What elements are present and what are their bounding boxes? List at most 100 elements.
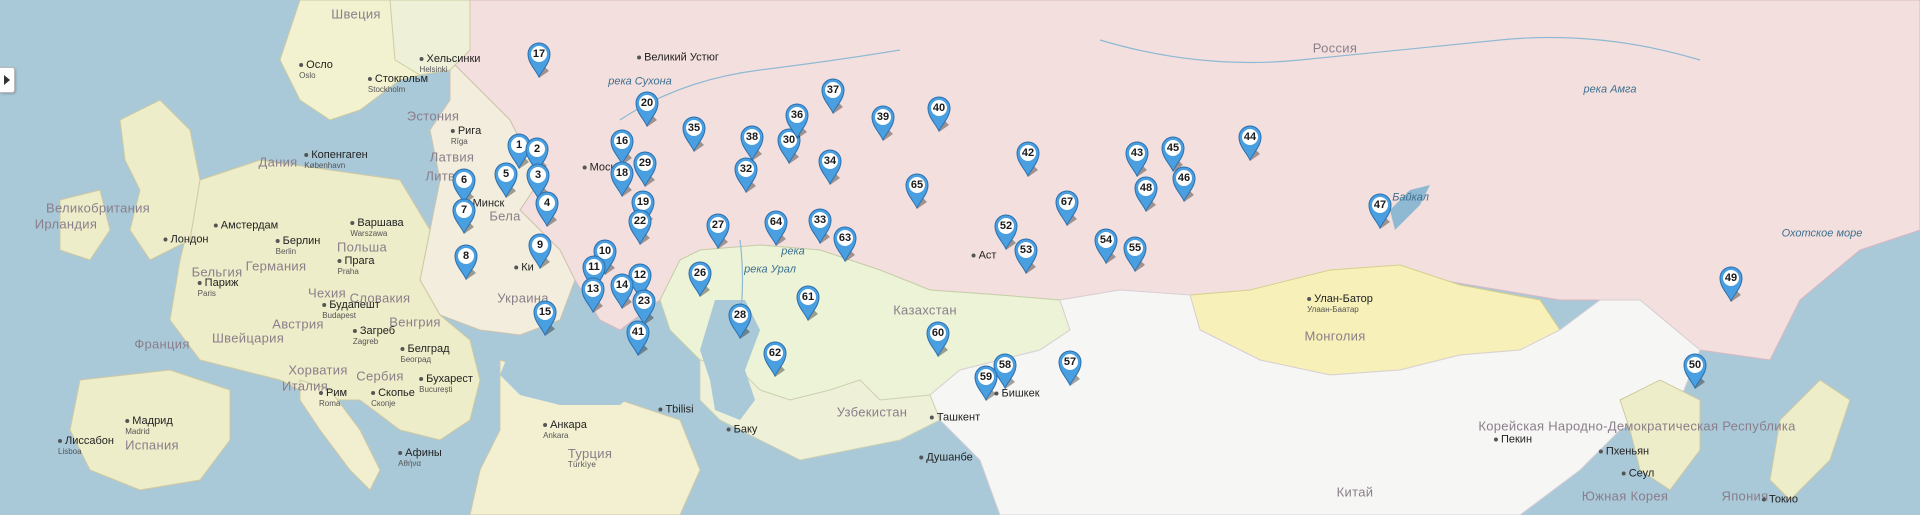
city-label-beijing[interactable]: Пекин xyxy=(1493,434,1532,446)
map-marker-15[interactable]: 15 xyxy=(531,299,559,337)
map-marker-67[interactable]: 67 xyxy=(1053,189,1081,227)
map-marker-20[interactable]: 20 xyxy=(633,90,661,128)
map-marker-55[interactable]: 55 xyxy=(1121,235,1149,273)
map-marker-33[interactable]: 33 xyxy=(806,207,834,245)
city-label-skopje[interactable]: Скопье Скопје xyxy=(371,388,415,408)
map-marker-43[interactable]: 43 xyxy=(1123,140,1151,178)
map-marker-64[interactable]: 64 xyxy=(762,209,790,247)
map-marker-39[interactable]: 39 xyxy=(869,104,897,142)
marker-number: 46 xyxy=(1177,172,1191,184)
city-label-madrid[interactable]: Мадрид Madrid xyxy=(125,416,173,436)
city-dot xyxy=(1621,471,1626,476)
map-marker-58[interactable]: 58 xyxy=(991,352,1019,390)
city-label-bishkek[interactable]: Бишкек xyxy=(994,388,1040,400)
map-marker-54[interactable]: 54 xyxy=(1092,227,1120,265)
map-marker-35[interactable]: 35 xyxy=(680,115,708,153)
map-marker-28[interactable]: 28 xyxy=(726,302,754,340)
map-marker-41[interactable]: 41 xyxy=(624,319,652,357)
city-label-bucharest[interactable]: Бухарест București xyxy=(419,374,473,394)
map-marker-16[interactable]: 16 xyxy=(608,128,636,166)
city-label-tashkent[interactable]: Ташкент xyxy=(929,412,980,424)
city-name: Великий Устюг xyxy=(644,51,719,64)
city-label-tokyo[interactable]: Токио xyxy=(1761,494,1798,506)
map-marker-8[interactable]: 8 xyxy=(452,243,480,281)
map-pin-icon xyxy=(926,321,950,358)
city-label-warsaw[interactable]: Варшава Warszawa xyxy=(350,218,404,238)
map-marker-34[interactable]: 34 xyxy=(816,148,844,186)
city-label-helsinki[interactable]: Хельсинки Helsinki xyxy=(419,54,480,74)
city-label-dushanbe[interactable]: Душанбе xyxy=(919,452,973,464)
map-marker-46[interactable]: 46 xyxy=(1170,165,1198,203)
city-label-tbilisi[interactable]: Tbilisi xyxy=(658,403,694,416)
map-marker-30[interactable]: 30 xyxy=(775,127,803,165)
map-marker-49[interactable]: 49 xyxy=(1717,265,1745,303)
map-marker-29[interactable]: 29 xyxy=(631,150,659,188)
map-marker-59[interactable]: 59 xyxy=(972,364,1000,402)
map-marker-52[interactable]: 52 xyxy=(992,213,1020,251)
map-marker-60[interactable]: 60 xyxy=(924,320,952,358)
country-label-kazakhstan: Казахстан xyxy=(893,304,957,317)
map-marker-26[interactable]: 26 xyxy=(686,260,714,298)
city-label-lisbon[interactable]: Лиссабон Lisboa xyxy=(58,436,114,456)
city-label-veliky-ustyug[interactable]: Великий Устюг xyxy=(637,51,719,64)
city-label-pyongyang[interactable]: Пхеньян xyxy=(1598,446,1649,458)
city-label-ankara[interactable]: Анкара Ankara xyxy=(543,420,587,440)
map-marker-61[interactable]: 61 xyxy=(794,284,822,322)
marker-number: 57 xyxy=(1063,356,1077,368)
map-marker-22[interactable]: 22 xyxy=(626,208,654,246)
map-marker-5[interactable]: 5 xyxy=(492,161,520,199)
map-marker-9[interactable]: 9 xyxy=(526,232,554,270)
city-label-belgrade[interactable]: Белград Београд xyxy=(400,344,450,364)
map-pin-icon xyxy=(777,128,801,165)
map-marker-44[interactable]: 44 xyxy=(1236,124,1264,162)
city-label-moscow[interactable]: Моск xyxy=(582,162,615,174)
map-marker-27[interactable]: 27 xyxy=(704,212,732,250)
city-label-paris[interactable]: Париж Paris xyxy=(197,278,238,298)
map-marker-10[interactable]: 10 xyxy=(591,238,619,276)
city-label-seoul[interactable]: Сеул xyxy=(1621,468,1654,480)
city-label-zagreb[interactable]: Загреб Zagreb xyxy=(352,326,395,346)
map-marker-57[interactable]: 57 xyxy=(1056,349,1084,387)
map-marker-42[interactable]: 42 xyxy=(1014,140,1042,178)
city-label-astana[interactable]: Аст xyxy=(971,250,996,262)
city-label-london[interactable]: Лондон xyxy=(163,234,209,246)
city-label-berlin[interactable]: Берлин Berlin xyxy=(275,236,320,256)
city-label-athens[interactable]: Афины Αθήνα xyxy=(398,448,442,468)
map-marker-40[interactable]: 40 xyxy=(925,95,953,133)
map-marker-32[interactable]: 32 xyxy=(732,156,760,194)
city-label-prague[interactable]: Прага Praha xyxy=(337,256,375,276)
map-marker-47[interactable]: 47 xyxy=(1366,192,1394,230)
map-marker-4[interactable]: 4 xyxy=(533,190,561,228)
city-label-ulaanbaatar[interactable]: Улан-Батор Улаан-Баатар xyxy=(1307,294,1373,314)
city-label-stockholm[interactable]: Стокгольм Stockholm xyxy=(367,74,428,94)
map-marker-65[interactable]: 65 xyxy=(903,172,931,210)
map-marker-62[interactable]: 62 xyxy=(761,340,789,378)
map-marker-63[interactable]: 63 xyxy=(831,225,859,263)
marker-number: 55 xyxy=(1128,242,1142,254)
map-marker-53[interactable]: 53 xyxy=(1012,237,1040,275)
city-label-riga[interactable]: Рига Rīga xyxy=(450,126,481,146)
map-marker-11[interactable]: 11 xyxy=(580,254,608,292)
map-marker-23[interactable]: 23 xyxy=(630,288,658,326)
map-marker-38[interactable]: 38 xyxy=(738,124,766,162)
city-label-amsterdam[interactable]: Амстердам xyxy=(213,220,278,232)
map-marker-17[interactable]: 17 xyxy=(525,41,553,79)
city-label-rome[interactable]: Рим Roma xyxy=(318,388,347,408)
map-marker-14[interactable]: 14 xyxy=(608,272,636,310)
map-marker-7[interactable]: 7 xyxy=(450,197,478,235)
city-label-copenhagen[interactable]: Копенгаген København xyxy=(304,150,368,170)
map-marker-36[interactable]: 36 xyxy=(783,102,811,140)
city-label-budapest[interactable]: Будапешт Budapest xyxy=(322,300,380,320)
map-marker-13[interactable]: 13 xyxy=(579,276,607,314)
map-marker-48[interactable]: 48 xyxy=(1132,175,1160,213)
city-label-baku[interactable]: Баку xyxy=(726,424,757,436)
city-name: Tbilisi xyxy=(665,403,694,416)
map-marker-18[interactable]: 18 xyxy=(608,160,636,198)
panel-toggle-button[interactable] xyxy=(0,67,15,93)
map-marker-37[interactable]: 37 xyxy=(819,77,847,115)
city-label-oslo[interactable]: Осло Oslo xyxy=(299,60,333,80)
map-marker-50[interactable]: 50 xyxy=(1681,352,1709,390)
map-marker-45[interactable]: 45 xyxy=(1159,135,1187,173)
city-label-kiev[interactable]: Ки xyxy=(514,262,534,274)
